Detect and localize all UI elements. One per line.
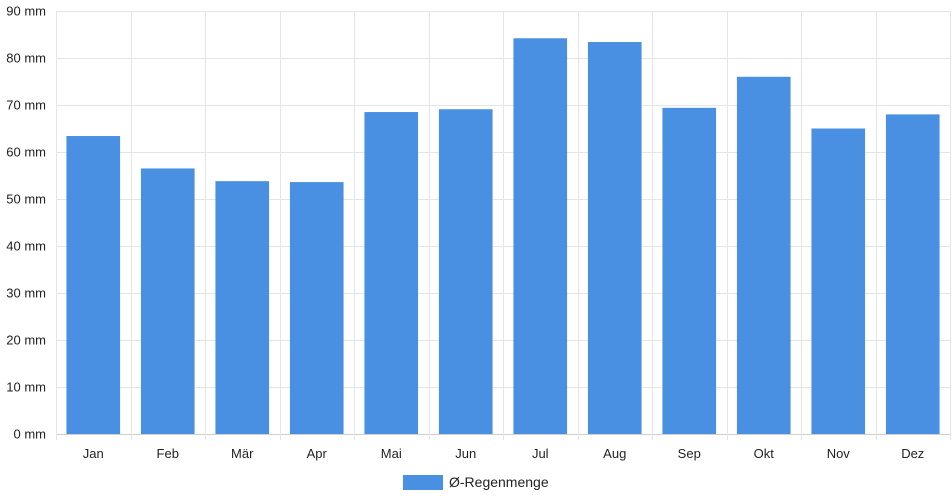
- bar-jan[interactable]: [66, 136, 121, 434]
- bar-aug[interactable]: [587, 42, 642, 435]
- x-tick-label: Aug: [603, 446, 626, 461]
- x-tick-label: Nov: [827, 446, 851, 461]
- x-tick-label: Jul: [532, 446, 549, 461]
- y-tick-label: 10 mm: [6, 380, 46, 395]
- y-tick-label: 0 mm: [14, 427, 47, 442]
- x-tick-label: Okt: [754, 446, 775, 461]
- bar-feb[interactable]: [140, 168, 195, 434]
- bar-apr[interactable]: [289, 182, 344, 434]
- y-tick-label: 40 mm: [6, 239, 46, 254]
- grid-layer: [56, 11, 951, 440]
- y-tick-label: 90 mm: [6, 4, 46, 19]
- y-axis: 0 mm 10 mm 20 mm 30 mm 40 mm 50 mm 60 mm 70 mm 8…: [6, 4, 46, 442]
- legend-swatch[interactable]: [403, 475, 443, 490]
- x-axis: Jan Feb Mär Apr Mai Jun Jul Aug Sep Okt Nov Dez: [83, 446, 925, 461]
- bar-dez[interactable]: [885, 114, 940, 435]
- x-tick-label: Mai: [381, 446, 402, 461]
- x-tick-label: Jan: [83, 446, 104, 461]
- bar-jun[interactable]: [438, 109, 493, 434]
- bar-jul[interactable]: [513, 38, 568, 434]
- y-tick-label: 20 mm: [6, 333, 46, 348]
- bar-mär[interactable]: [215, 181, 270, 434]
- x-tick-label: Jun: [455, 446, 476, 461]
- bar-okt[interactable]: [736, 76, 791, 435]
- y-tick-label: 30 mm: [6, 286, 46, 301]
- x-tick-label: Apr: [307, 446, 328, 461]
- x-tick-label: Dez: [901, 446, 924, 461]
- legend-label[interactable]: Ø-Regenmenge: [449, 474, 549, 490]
- x-tick-label: Feb: [157, 446, 179, 461]
- legend[interactable]: Ø-Regenmenge: [403, 474, 549, 490]
- bar-mai[interactable]: [364, 112, 419, 435]
- x-tick-label: Mär: [231, 446, 254, 461]
- y-tick-label: 50 mm: [6, 192, 46, 207]
- y-tick-label: 60 mm: [6, 145, 46, 160]
- bar-sep[interactable]: [662, 107, 717, 434]
- bar-nov[interactable]: [811, 128, 866, 435]
- x-tick-label: Sep: [678, 446, 701, 461]
- y-tick-label: 80 mm: [6, 51, 46, 66]
- bar-layer: [66, 38, 940, 435]
- y-tick-label: 70 mm: [6, 98, 46, 113]
